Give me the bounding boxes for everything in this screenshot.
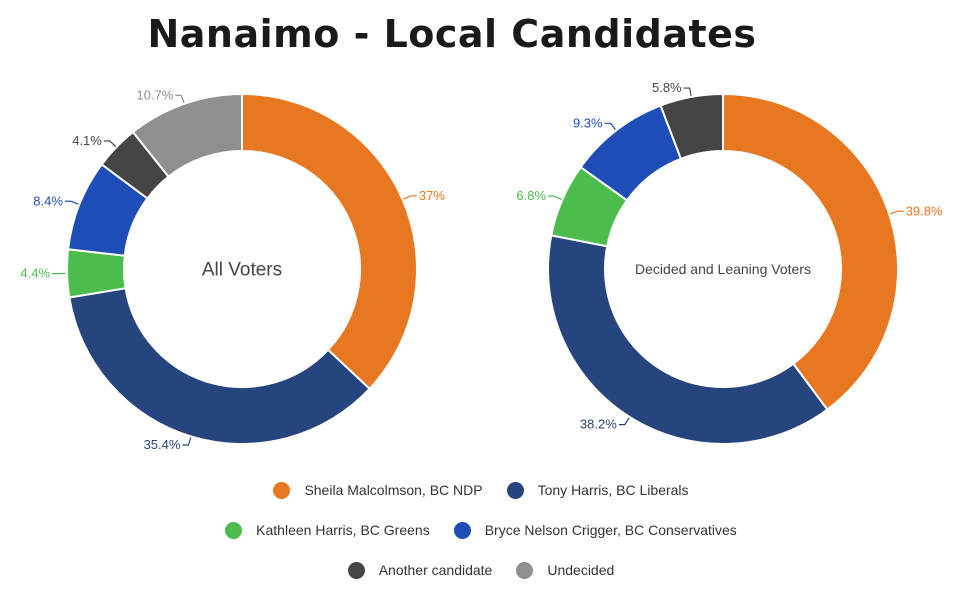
legend-swatch-icon bbox=[347, 561, 365, 579]
data-label: 10.7% bbox=[136, 87, 173, 102]
label-leader-line bbox=[182, 437, 192, 446]
label-leader-line bbox=[64, 200, 79, 205]
donut-center-label: All Voters bbox=[202, 260, 282, 281]
data-label: 6.8% bbox=[516, 188, 546, 203]
page-title: Nanaimo - Local Candidates bbox=[147, 12, 757, 56]
legend-swatch-icon bbox=[516, 561, 534, 579]
donut-charts: 37% 35.4% 4.4% 8.4% 4.1% 10.7% All Voters 39.8%… bbox=[20, 80, 943, 452]
donut-chart-2: 39.8% 38.2% 6.8% 9.3% 5.8% Decided and Leanin… bbox=[516, 80, 943, 445]
data-label: 37% bbox=[419, 188, 445, 203]
legend-item[interactable]: Another candidate bbox=[347, 561, 493, 579]
legend-item[interactable]: Kathleen Harris, BC Greens bbox=[225, 521, 430, 539]
label-leader-line bbox=[548, 195, 562, 200]
data-label: 4.1% bbox=[72, 133, 102, 148]
donut-chart-1: 37% 35.4% 4.4% 8.4% 4.1% 10.7% All Voters bbox=[20, 87, 445, 452]
label-leader-line bbox=[683, 87, 692, 97]
data-label: 5.8% bbox=[652, 80, 682, 95]
legend-swatch-icon bbox=[225, 521, 243, 539]
donut-slice bbox=[66, 248, 127, 299]
legend-swatch-icon bbox=[273, 481, 291, 499]
label-leader-line bbox=[618, 417, 630, 426]
legend-item[interactable]: Tony Harris, BC Liberals bbox=[506, 481, 689, 499]
legend: Sheila Malcolmson, BC NDP Tony Harris, BC… bbox=[0, 480, 962, 600]
legend-item[interactable]: Undecided bbox=[516, 561, 615, 579]
label-leader-line bbox=[103, 140, 117, 147]
legend-label: Another candidate bbox=[378, 562, 493, 578]
data-label: 9.3% bbox=[573, 115, 603, 130]
donut-slice bbox=[131, 92, 243, 179]
label-leader-line bbox=[403, 195, 417, 200]
legend-label: Kathleen Harris, BC Greens bbox=[256, 522, 430, 538]
donut-slice bbox=[68, 287, 371, 445]
donut-slice bbox=[722, 92, 899, 411]
legend-label: Undecided bbox=[547, 562, 615, 578]
legend-item[interactable]: Bryce Nelson Crigger, BC Conservatives bbox=[453, 521, 737, 539]
data-label: 8.4% bbox=[33, 193, 63, 208]
donut-slice bbox=[241, 92, 419, 391]
data-label: 38.2% bbox=[580, 417, 617, 432]
legend-label: Bryce Nelson Crigger, BC Conservatives bbox=[484, 522, 737, 538]
legend-swatch-icon bbox=[453, 521, 471, 539]
label-leader-line bbox=[889, 210, 904, 215]
legend-label: Tony Harris, BC Liberals bbox=[537, 482, 689, 498]
label-leader-line bbox=[175, 94, 185, 104]
data-label: 35.4% bbox=[144, 437, 181, 452]
data-label: 4.4% bbox=[20, 266, 50, 281]
legend-row: Kathleen Harris, BC Greens Bryce Nelson C… bbox=[0, 520, 962, 540]
donut-center-label: Decided and Leaning Voters bbox=[635, 261, 811, 277]
legend-swatch-icon bbox=[506, 481, 524, 499]
data-label: 39.8% bbox=[906, 203, 943, 218]
legend-row: Another candidate Undecided bbox=[0, 560, 962, 580]
legend-item[interactable]: Sheila Malcolmson, BC NDP bbox=[273, 481, 483, 499]
donut-slice bbox=[659, 92, 724, 161]
legend-row: Sheila Malcolmson, BC NDP Tony Harris, BC… bbox=[0, 480, 962, 500]
donut-slice bbox=[547, 234, 829, 445]
label-leader-line bbox=[604, 122, 616, 131]
legend-label: Sheila Malcolmson, BC NDP bbox=[304, 482, 483, 498]
